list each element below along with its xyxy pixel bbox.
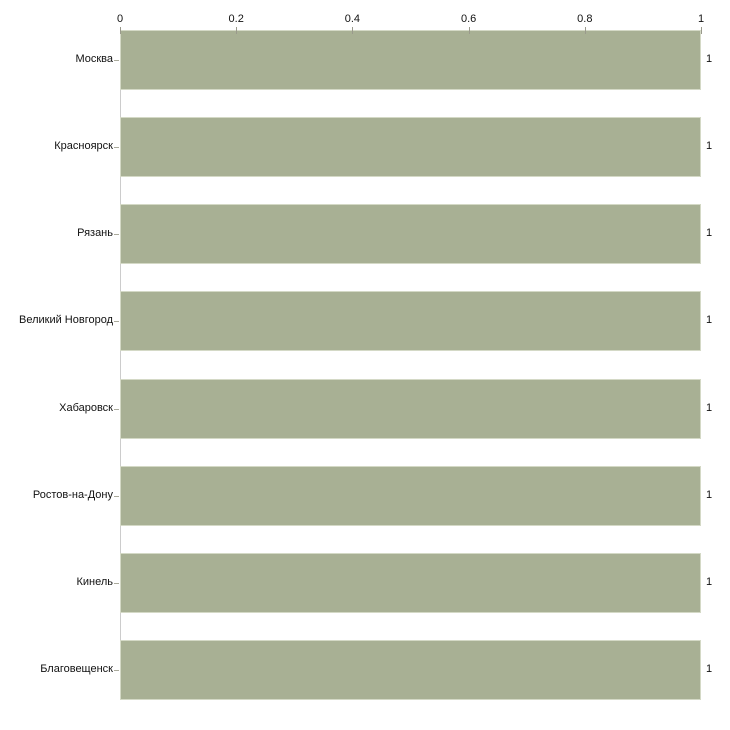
y-tick-mark	[114, 147, 119, 148]
y-tick-mark	[114, 496, 119, 497]
bar-value-label: 1	[706, 402, 713, 414]
bar-value-label: 1	[706, 663, 713, 675]
bar-value-label: 1	[706, 53, 713, 65]
category-label: Хабаровск	[59, 402, 113, 414]
y-tick-mark	[114, 234, 119, 235]
y-tick-mark	[114, 670, 119, 671]
bar	[120, 291, 701, 351]
x-tick-mark	[352, 27, 354, 34]
category-label: Великий Новгород	[18, 314, 113, 326]
bar	[120, 553, 701, 613]
x-tick-label: 0.8	[577, 13, 593, 25]
bar	[120, 466, 701, 526]
y-axis-line	[120, 30, 121, 700]
x-tick-label: 0.6	[460, 13, 477, 25]
y-tick-mark	[114, 60, 119, 61]
x-tick-label: 0.2	[228, 13, 244, 25]
bar	[120, 379, 701, 439]
y-tick-mark	[114, 583, 119, 584]
x-tick-label: 1	[697, 13, 705, 25]
category-label: Кинель	[76, 576, 113, 588]
category-label: Ростов-на-Дону	[32, 489, 113, 501]
bar-value-label: 1	[706, 227, 713, 239]
x-tick-mark	[584, 27, 586, 34]
bar	[120, 204, 701, 264]
bar	[120, 117, 701, 177]
x-tick-label: 0	[116, 13, 124, 25]
x-tick-mark	[120, 27, 121, 34]
category-label: Красноярск	[54, 140, 113, 152]
category-label: Благовещенск	[40, 663, 113, 675]
x-tick-mark	[468, 27, 470, 34]
y-tick-mark	[114, 409, 119, 410]
category-label: Рязань	[77, 227, 113, 239]
y-tick-mark	[114, 321, 119, 322]
category-label: Москва	[75, 53, 113, 65]
bar-value-label: 1	[706, 576, 713, 588]
x-tick-label: 0.4	[344, 13, 361, 25]
bar	[120, 640, 701, 700]
bar	[120, 30, 701, 90]
x-tick-mark	[701, 27, 702, 34]
bar-value-label: 1	[706, 140, 713, 152]
x-tick-mark	[236, 27, 238, 34]
bar-value-label: 1	[706, 314, 713, 326]
bar-value-label: 1	[706, 489, 713, 501]
